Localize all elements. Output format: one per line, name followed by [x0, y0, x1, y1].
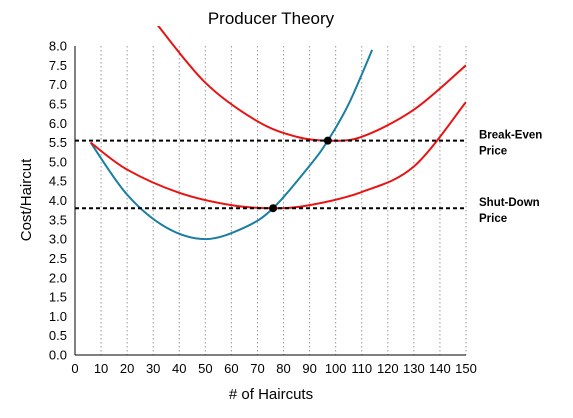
chart-title: Producer Theory	[208, 9, 335, 28]
y-tick-label: 0.0	[49, 348, 67, 363]
intersection-point-1	[323, 136, 332, 145]
y-tick-label: 4.0	[49, 193, 67, 208]
y-tick-label: 7.0	[49, 77, 67, 92]
x-tick-label: 30	[146, 361, 160, 376]
x-tick-label: 10	[94, 361, 108, 376]
series-line-3	[157, 26, 466, 142]
x-tick-label: 140	[429, 361, 451, 376]
x-tick-label: 130	[403, 361, 425, 376]
x-tick-label: 150	[455, 361, 477, 376]
reference-line-label: Shut-Down	[479, 197, 540, 209]
x-tick-label: 60	[224, 361, 238, 376]
x-tick-label: 0	[71, 361, 78, 376]
x-tick-label: 40	[172, 361, 186, 376]
reference-line-label: Price	[479, 146, 507, 158]
y-tick-label: 6.5	[49, 96, 67, 111]
y-tick-label: 3.5	[49, 212, 67, 227]
gridlines	[100, 46, 467, 355]
x-tick-label: 20	[120, 361, 134, 376]
x-tick-label: 100	[325, 361, 347, 376]
y-tick-label: 5.5	[49, 135, 67, 150]
reference-line-label: Price	[479, 213, 507, 225]
x-tick-label: 90	[302, 361, 316, 376]
axes	[74, 46, 466, 356]
y-tick-label: 3.0	[49, 232, 67, 247]
x-axis-ticks: 0 10 20 30 40 50 60 70 80 90 100 110 120 130 140 150	[71, 361, 476, 376]
series-line-2	[90, 101, 466, 210]
x-tick-label: 50	[198, 361, 212, 376]
y-tick-label: 2.0	[49, 270, 67, 285]
y-tick-label: 4.5	[49, 174, 67, 189]
y-tick-label: 0.5	[49, 328, 67, 343]
y-tick-label: 1.0	[49, 309, 67, 324]
intersection-points	[269, 136, 332, 213]
reference-lines: Break-Even Price Shut-Down Price	[75, 130, 542, 225]
reference-line-label: Break-Even	[479, 130, 542, 142]
x-tick-label: 120	[377, 361, 399, 376]
y-tick-label: 8.0	[49, 39, 67, 54]
x-tick-label: 80	[276, 361, 290, 376]
x-axis-label: # of Haircuts	[229, 386, 313, 403]
y-axis-ticks: 0.0 0.5 1.0 1.5 2.0 2.5 3.0 3.5 4.0 4.5 5.0 5.5 6.0 6…	[49, 39, 67, 363]
y-axis-label: Cost/Haircut	[18, 158, 35, 241]
y-tick-label: 6.0	[49, 116, 67, 131]
series-lines	[89, 26, 466, 241]
series-line-1	[89, 49, 374, 241]
y-tick-label: 1.5	[49, 290, 67, 305]
y-tick-label: 5.0	[49, 154, 67, 169]
x-tick-label: 110	[351, 361, 372, 376]
x-tick-label: 70	[250, 361, 264, 376]
y-tick-label: 7.5	[49, 58, 67, 73]
intersection-point-2	[269, 204, 278, 213]
y-tick-label: 2.5	[49, 251, 67, 266]
